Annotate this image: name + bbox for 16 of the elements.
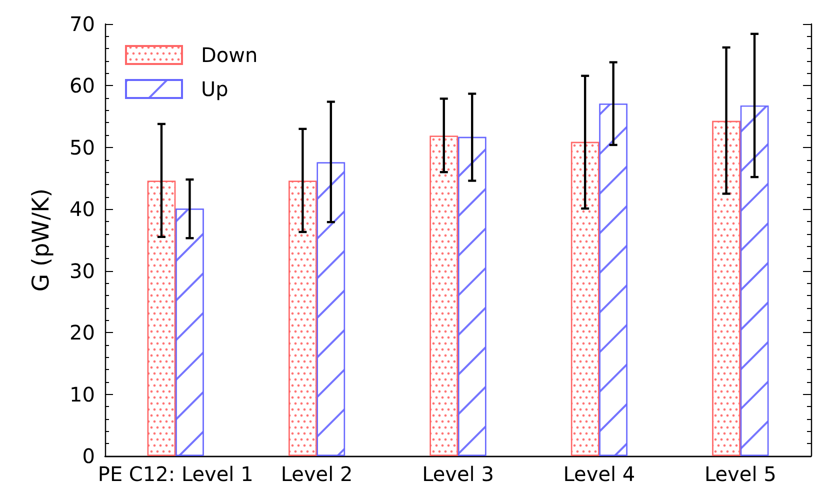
y-tick-label: 30 bbox=[70, 258, 95, 283]
y-tick-label: 10 bbox=[70, 382, 95, 406]
legend-label: Up bbox=[201, 77, 228, 101]
x-tick-label: Level 5 bbox=[704, 462, 776, 486]
x-tick-label: Level 3 bbox=[422, 462, 494, 486]
legend-label: Down bbox=[201, 43, 258, 67]
y-tick-label: 50 bbox=[70, 135, 95, 160]
y-tick-label: 20 bbox=[70, 320, 95, 345]
x-tick-label: Level 2 bbox=[280, 462, 353, 486]
y-tick-label: 0 bbox=[82, 444, 95, 468]
y-axis-title: G (pW/K) bbox=[28, 188, 54, 292]
x-tick-label: PE C12: Level 1 bbox=[98, 462, 254, 486]
y-tick-label: 70 bbox=[70, 12, 95, 36]
x-tick-label: Level 4 bbox=[563, 462, 636, 486]
y-tick-label: 40 bbox=[70, 197, 95, 222]
y-tick-label: 60 bbox=[70, 74, 95, 98]
